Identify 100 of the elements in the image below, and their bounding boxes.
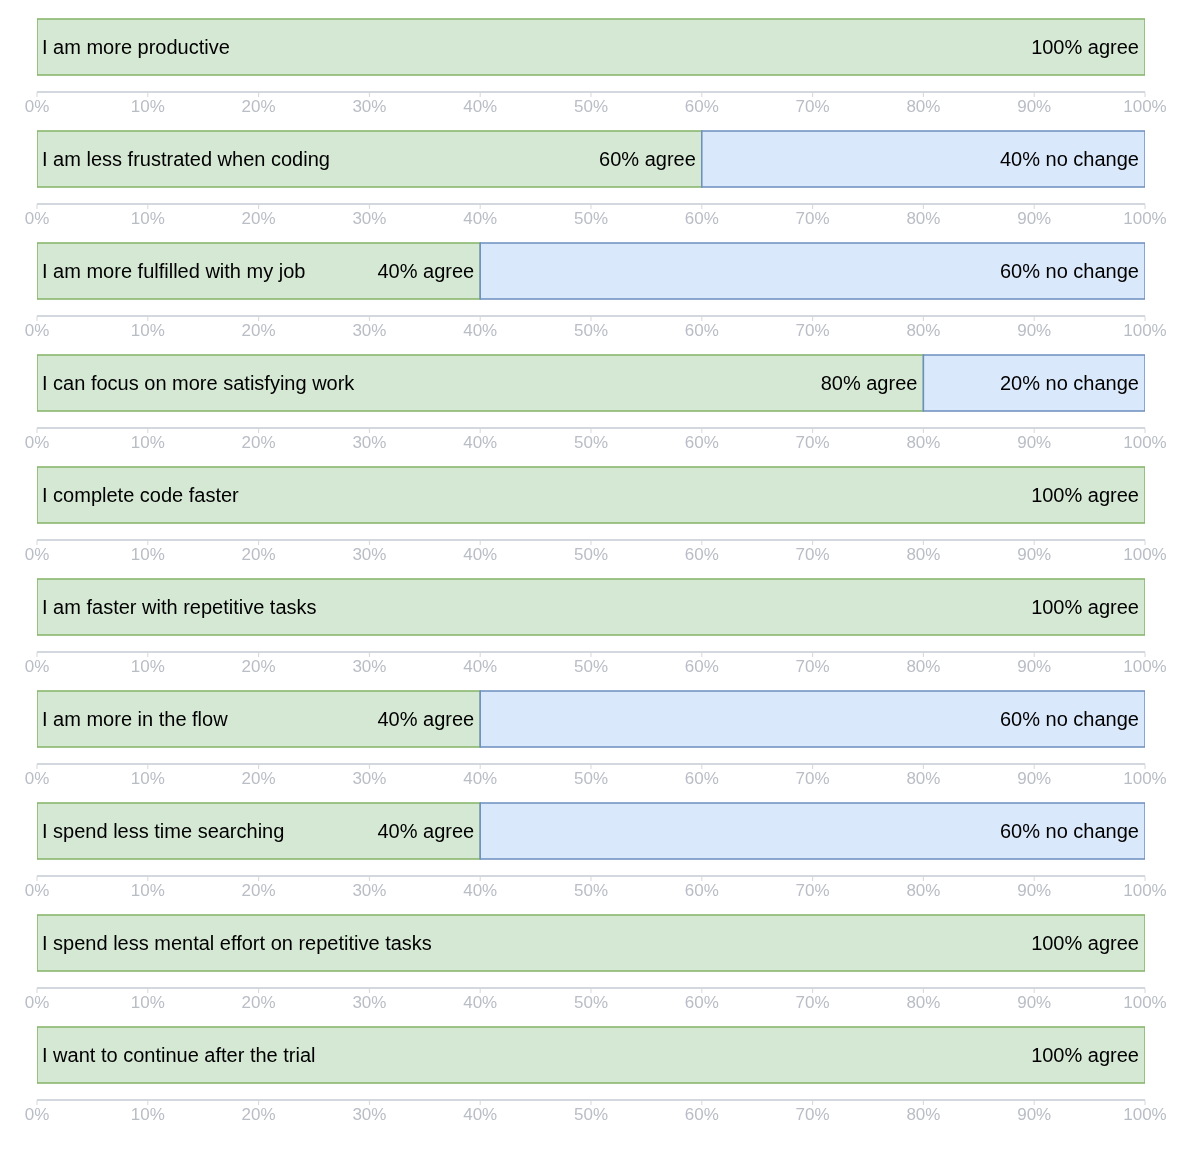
x-tick-label: 30% [352, 321, 387, 341]
x-tick-label: 20% [241, 993, 276, 1013]
x-tick-label: 90% [1017, 97, 1052, 117]
y-tick-label: I spend less mental effort on repetitive tasks [42, 932, 432, 954]
x-tick-label: 90% [1017, 209, 1052, 229]
x-tick-label: 40% [463, 97, 498, 117]
x-tick-label: 10% [130, 769, 165, 789]
data-label: 40% agree [377, 708, 475, 730]
x-tick-label: 40% [463, 545, 498, 565]
x-tick-label: 30% [352, 209, 387, 229]
x-tick-label: 10% [130, 881, 165, 901]
data-label: 20% no change [999, 372, 1139, 394]
x-tick-label: 0% [24, 97, 50, 117]
x-tick-label: 90% [1017, 545, 1052, 565]
x-tick-label: 80% [906, 657, 941, 677]
x-tick-label: 50% [573, 1105, 609, 1125]
x-tick-label: 0% [24, 657, 50, 677]
x-tick-label: 80% [906, 433, 941, 453]
x-tick-label: 60% [684, 881, 719, 901]
x-tick-label: 70% [795, 433, 830, 453]
x-tick-label: 90% [1017, 769, 1052, 789]
data-label: 40% agree [377, 260, 475, 282]
data-label: 100% agree [1031, 932, 1139, 954]
x-tick-label: 90% [1017, 321, 1052, 341]
x-tick-label: 50% [573, 769, 609, 789]
x-tick-label: 40% [463, 657, 498, 677]
x-tick-label: 20% [241, 769, 276, 789]
y-tick-label: I am faster with repetitive tasks [42, 596, 317, 618]
x-tick-label: 0% [24, 881, 50, 901]
y-tick-label: I can focus on more satisfying work [42, 372, 356, 394]
x-tick-label: 20% [241, 657, 276, 677]
x-tick-label: 80% [906, 97, 941, 117]
x-tick-label: 80% [906, 881, 941, 901]
x-tick-label: 0% [24, 545, 50, 565]
x-tick-label: 40% [463, 321, 498, 341]
data-label: 40% agree [377, 820, 475, 842]
y-tick-label: I am more fulfilled with my job [42, 260, 306, 282]
y-tick-label: I am less frustrated when coding [42, 148, 330, 170]
x-tick-label: 0% [24, 993, 50, 1013]
x-tick-label: 80% [906, 209, 941, 229]
x-tick-label: 70% [795, 97, 830, 117]
x-tick-label: 30% [352, 1105, 387, 1125]
x-tick-label: 20% [241, 881, 276, 901]
x-tick-label: 60% [684, 657, 719, 677]
x-tick-label: 0% [24, 1105, 50, 1125]
x-tick-label: 30% [352, 97, 387, 117]
data-label: 60% no change [999, 708, 1139, 730]
data-label: 100% agree [1031, 596, 1139, 618]
x-tick-label: 100% [1123, 321, 1167, 341]
x-tick-label: 70% [795, 657, 830, 677]
x-tick-label: 40% [463, 1105, 498, 1125]
x-tick-label: 50% [573, 881, 609, 901]
x-tick-label: 70% [795, 321, 830, 341]
x-tick-label: 60% [684, 433, 719, 453]
x-tick-label: 60% [684, 209, 719, 229]
x-tick-label: 100% [1123, 993, 1167, 1013]
x-tick-label: 10% [130, 545, 165, 565]
x-tick-label: 70% [795, 993, 830, 1013]
x-tick-label: 90% [1017, 881, 1052, 901]
x-tick-label: 20% [241, 433, 276, 453]
x-tick-label: 80% [906, 993, 941, 1013]
x-tick-label: 70% [795, 881, 830, 901]
x-tick-label: 60% [684, 993, 719, 1013]
y-tick-label: I want to continue after the trial [42, 1044, 316, 1066]
y-tick-label: I spend less time searching [42, 820, 285, 842]
x-tick-label: 80% [906, 321, 941, 341]
x-tick-label: 0% [24, 769, 50, 789]
x-tick-label: 100% [1123, 433, 1167, 453]
x-tick-label: 50% [573, 993, 609, 1013]
y-tick-label: I complete code faster [42, 484, 240, 506]
x-tick-label: 70% [795, 1105, 830, 1125]
x-tick-label: 70% [795, 209, 830, 229]
x-tick-label: 20% [241, 321, 276, 341]
x-tick-label: 10% [130, 1105, 165, 1125]
x-tick-label: 80% [906, 1105, 941, 1125]
x-tick-label: 30% [352, 769, 387, 789]
x-tick-label: 100% [1123, 1105, 1167, 1125]
data-label: 80% agree [820, 372, 918, 394]
x-tick-label: 20% [241, 97, 276, 117]
data-label: 100% agree [1031, 484, 1139, 506]
x-tick-label: 0% [24, 321, 50, 341]
x-tick-label: 10% [130, 321, 165, 341]
x-tick-label: 60% [684, 97, 719, 117]
x-tick-label: 80% [906, 545, 941, 565]
x-tick-label: 100% [1123, 97, 1167, 117]
x-tick-label: 90% [1017, 433, 1052, 453]
x-tick-label: 50% [573, 545, 609, 565]
x-tick-label: 60% [684, 1105, 719, 1125]
x-tick-label: 80% [906, 769, 941, 789]
x-tick-label: 50% [573, 321, 609, 341]
x-tick-label: 40% [463, 993, 498, 1013]
x-tick-label: 100% [1123, 769, 1167, 789]
x-tick-label: 60% [684, 769, 719, 789]
x-tick-label: 40% [463, 881, 498, 901]
x-tick-label: 100% [1123, 657, 1167, 677]
x-tick-label: 40% [463, 209, 498, 229]
x-tick-label: 0% [24, 433, 50, 453]
x-tick-label: 30% [352, 545, 387, 565]
data-label: 100% agree [1031, 1044, 1139, 1066]
x-tick-label: 70% [795, 545, 830, 565]
